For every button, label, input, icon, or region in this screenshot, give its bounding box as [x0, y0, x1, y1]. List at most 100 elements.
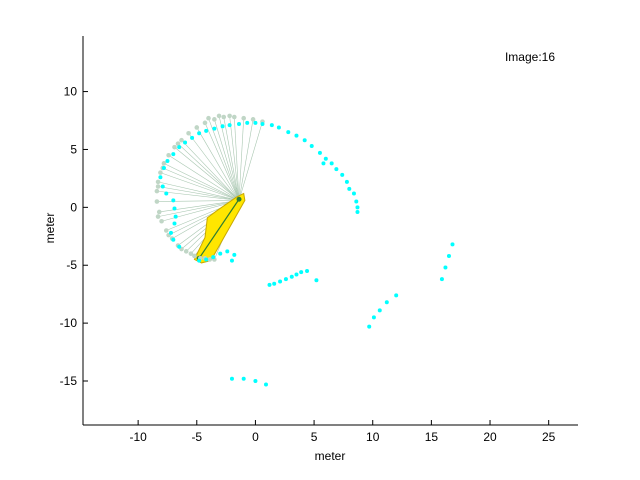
scan-point — [294, 272, 299, 277]
scan-point — [204, 128, 209, 133]
scan-point — [344, 179, 349, 184]
scan-point — [334, 167, 339, 172]
range-arc-points — [154, 113, 265, 262]
scan-point — [171, 152, 176, 157]
sensor-ray — [158, 186, 240, 201]
sensor-ray — [204, 122, 240, 201]
scan-point — [269, 123, 274, 128]
scan-point — [309, 143, 314, 148]
scan-point — [177, 244, 182, 249]
plot-axes — [82, 36, 578, 426]
arc-point — [192, 253, 197, 259]
y-tick-label: -10 — [60, 316, 78, 330]
sensor-ray — [158, 181, 240, 201]
sensor-ray — [214, 119, 240, 201]
sensor-ray — [174, 146, 240, 201]
scan-point — [232, 252, 237, 257]
arc-point — [155, 179, 161, 185]
scan-point — [283, 277, 288, 282]
scan-point — [171, 198, 176, 203]
sensor-ray — [163, 163, 240, 201]
sensor-ray — [160, 172, 240, 201]
scan-point — [394, 293, 399, 298]
scan-point — [354, 199, 359, 204]
scan-point — [173, 214, 178, 219]
scan-point — [253, 379, 258, 384]
scan-point — [160, 184, 165, 189]
arc-point — [179, 137, 184, 143]
scan-point — [227, 123, 232, 128]
x-tick-label: -5 — [191, 430, 202, 444]
y-axis-label: meter — [43, 213, 57, 244]
y-tick-label: 0 — [70, 200, 77, 214]
arc-point — [155, 214, 161, 219]
arc-point — [159, 218, 164, 224]
arc-point — [175, 141, 181, 146]
scan-point — [446, 253, 451, 258]
scan-point — [351, 191, 356, 196]
y-tick-label: 5 — [70, 142, 77, 156]
scan-point — [172, 206, 177, 211]
arc-point — [166, 152, 171, 158]
scan-point — [329, 161, 334, 166]
scan-point — [172, 221, 177, 226]
scan-point — [190, 135, 195, 140]
scan-point — [225, 249, 230, 254]
arc-point — [241, 115, 246, 121]
scan-point — [220, 124, 225, 129]
scan-point — [183, 140, 188, 145]
x-axis-label: meter — [315, 449, 346, 463]
sensor-ray — [238, 119, 254, 201]
x-tick-label: 20 — [483, 430, 497, 444]
sensor-ray — [234, 117, 240, 201]
arc-point — [202, 120, 208, 126]
scan-point — [212, 126, 217, 131]
sensor-ray — [238, 121, 263, 201]
scan-point — [377, 308, 382, 313]
scan-point — [321, 161, 326, 166]
scan-point — [299, 270, 304, 275]
scan-point — [355, 209, 360, 214]
scan-point — [197, 131, 202, 136]
scan-point — [177, 145, 182, 150]
scan-point — [286, 130, 291, 135]
scan-point — [260, 121, 265, 126]
arc-point — [172, 144, 177, 150]
scan-point — [161, 165, 166, 170]
arc-point — [158, 170, 163, 175]
scan-point — [371, 315, 376, 320]
x-tick-label: 25 — [542, 430, 556, 444]
scan-point — [171, 237, 176, 242]
scan-point — [253, 120, 258, 125]
sensor-ray — [177, 143, 240, 201]
scan-point — [158, 175, 163, 180]
arc-point — [206, 115, 211, 121]
scan-point — [367, 324, 372, 329]
sensor-ray — [156, 190, 240, 201]
scan-point — [168, 230, 173, 235]
scan-point — [278, 279, 283, 284]
arc-point — [207, 257, 212, 262]
scan-point — [229, 376, 234, 381]
scan-point — [443, 265, 448, 270]
scan-point — [323, 156, 328, 161]
scan-point — [263, 382, 268, 387]
scan-point — [272, 281, 277, 286]
scan-point — [229, 258, 234, 263]
arc-point — [212, 117, 217, 122]
arc-point — [161, 161, 167, 166]
arc-point — [188, 251, 194, 256]
heading-line — [198, 198, 240, 259]
scan-point — [450, 242, 455, 247]
sensor-ray — [159, 200, 240, 213]
scan-point — [305, 269, 310, 274]
sensor-ray — [188, 133, 240, 201]
y-tick-label: -15 — [60, 374, 78, 388]
sensor-ray — [181, 139, 240, 201]
scan-point — [289, 274, 294, 279]
sensor-ray — [238, 118, 244, 201]
scan-point — [204, 257, 209, 262]
arc-point — [154, 199, 160, 204]
